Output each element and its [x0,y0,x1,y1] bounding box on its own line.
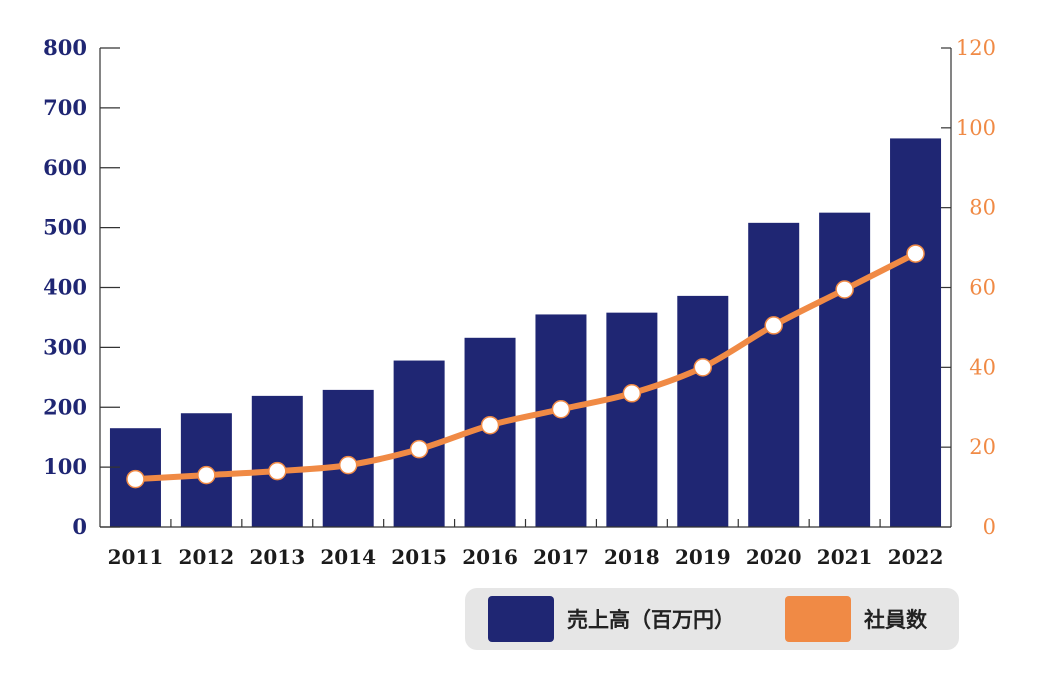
left-tick-label: 200 [43,394,87,419]
x-tick-label: 2021 [817,545,873,569]
line-point-2013 [268,461,287,481]
line-group [126,244,925,489]
axes-group: 0 100 200 300 400 500 600 700 800 0 20 40 60 80 100 120… [43,35,996,569]
line-point-2018 [622,384,642,403]
bar-2021 [819,212,871,527]
line-point-2021 [835,280,854,299]
line-point-2019 [693,358,713,377]
bar-2020 [748,222,800,527]
legend: 売上高（百万円） 社員数 [465,588,959,650]
x-tick-label: 2016 [462,545,518,569]
x-tick-label: 2015 [391,545,447,569]
right-tick-label: 60 [969,276,996,300]
left-tick-label: 0 [72,514,87,539]
left-tick-label: 600 [43,155,87,180]
bar-2017 [535,314,587,527]
x-tick-label: 2020 [746,545,802,569]
right-tick-label: 0 [983,515,996,539]
line-point-2020 [764,316,783,335]
x-tick-label: 2018 [604,545,660,569]
line-point-2012 [197,465,216,485]
right-tick-label: 80 [969,196,996,220]
x-tick-label: 2019 [675,545,731,569]
line-point-2017 [551,399,571,419]
bar-2018 [606,312,658,527]
bar-2019 [677,295,729,527]
x-tick-label: 2022 [888,545,944,569]
x-tick-label: 2013 [249,545,305,569]
bars-group [109,138,942,527]
legend-swatch-employees [785,596,851,642]
line-point-2011 [126,469,145,489]
line-point-2015 [409,439,429,459]
left-tick-label: 300 [43,334,87,359]
left-tick-label: 400 [43,275,87,300]
x-tick-label: 2012 [179,545,235,569]
left-tick-label: 800 [43,35,87,60]
left-tick-label: 500 [43,215,87,240]
legend-swatch-sales [488,596,554,642]
left-tick-label: 100 [43,454,87,479]
bar-2022 [890,138,942,527]
legend-label-employees: 社員数 [863,608,928,632]
x-tick-label: 2014 [320,545,376,569]
left-tick-label: 700 [43,95,87,120]
legend-label-sales: 売上高（百万円） [567,608,735,632]
x-tick-label: 2011 [108,545,164,569]
right-tick-label: 20 [969,435,996,459]
line-point-2022 [906,244,925,263]
line-point-2016 [480,415,500,435]
x-tick-label: 2017 [533,545,589,569]
line-point-2014 [338,455,358,475]
right-tick-label: 120 [956,36,996,60]
right-tick-label: 100 [956,116,996,140]
bar-2013 [251,395,303,527]
right-tick-label: 40 [969,355,996,379]
